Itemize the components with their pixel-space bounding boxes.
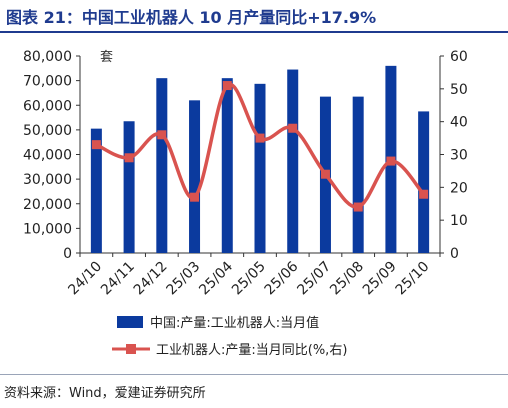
title-divider [0, 31, 508, 33]
x-tick-label: 25/03 [164, 259, 204, 299]
left-tick-label: 80,000 [23, 49, 72, 65]
x-tick-label: 25/09 [360, 259, 400, 299]
yoy-point [222, 81, 232, 91]
right-tick-label: 10 [450, 213, 468, 229]
line-series [91, 81, 429, 212]
left-tick-label: 50,000 [23, 123, 72, 139]
right-tick-label: 20 [450, 180, 468, 196]
x-tick-label: 25/10 [393, 259, 433, 299]
x-tick-label: 25/05 [229, 259, 269, 299]
bar [156, 78, 168, 253]
left-tick-label: 60,000 [23, 98, 72, 114]
left-tick-label: 10,000 [23, 221, 72, 237]
yoy-point [320, 169, 330, 179]
x-tick-label: 25/07 [294, 259, 334, 299]
source-divider [0, 374, 508, 375]
left-tick-label: 30,000 [23, 172, 72, 188]
bar [90, 128, 102, 253]
yoy-point [190, 192, 200, 202]
left-tick-label: 0 [63, 246, 72, 262]
bar-series [90, 65, 430, 253]
legend-bar-swatch [117, 316, 143, 328]
bar [287, 69, 299, 253]
combo-chart: 0 10,000 20,000 30,000 40,000 50,000 60,000 70,… [23, 49, 468, 358]
left-tick-label: 20,000 [23, 197, 72, 213]
source-note: 资料来源：Wind，爱建证券研究所 [4, 386, 206, 401]
x-tick-label: 24/11 [98, 259, 138, 299]
x-tick-label: 25/08 [327, 259, 367, 299]
legend-line-label: 工业机器人:产量:当月同比(%,右) [156, 343, 347, 358]
legend-line-marker [126, 344, 136, 354]
legend: 中国:产量:工业机器人:当月值 工业机器人:产量:当月同比(%,右) [112, 315, 347, 358]
left-tick-label: 70,000 [23, 74, 72, 90]
bar [254, 83, 266, 253]
right-tick-label: 40 [450, 115, 468, 131]
tick-labels: 0 10,000 20,000 30,000 40,000 50,000 60,000 70,… [23, 49, 468, 298]
bar [123, 121, 135, 253]
yoy-point [386, 156, 396, 166]
x-tick-label: 24/10 [65, 259, 105, 299]
chart-title: 图表 21：中国工业机器人 10 月产量同比+17.9% [6, 8, 377, 27]
bar [418, 111, 430, 253]
left-axis-unit-label: 套 [100, 49, 113, 65]
yoy-point [353, 202, 363, 212]
yoy-point [91, 140, 101, 150]
yoy-point [255, 133, 265, 143]
bar [352, 96, 364, 253]
yoy-point [157, 130, 167, 140]
x-tick-label: 25/06 [262, 258, 302, 298]
legend-bar-label: 中国:产量:工业机器人:当月值 [150, 315, 319, 331]
x-tick-label: 25/04 [196, 258, 236, 298]
yoy-point [288, 123, 298, 133]
left-tick-label: 40,000 [23, 148, 72, 164]
right-tick-label: 60 [450, 49, 468, 65]
bar [189, 100, 201, 253]
right-tick-label: 0 [450, 246, 459, 262]
right-tick-label: 50 [450, 82, 468, 98]
x-tick-label: 24/12 [131, 259, 171, 299]
yoy-point [419, 189, 429, 199]
bar [221, 78, 233, 253]
yoy-point [124, 153, 134, 163]
right-tick-label: 30 [450, 148, 468, 164]
